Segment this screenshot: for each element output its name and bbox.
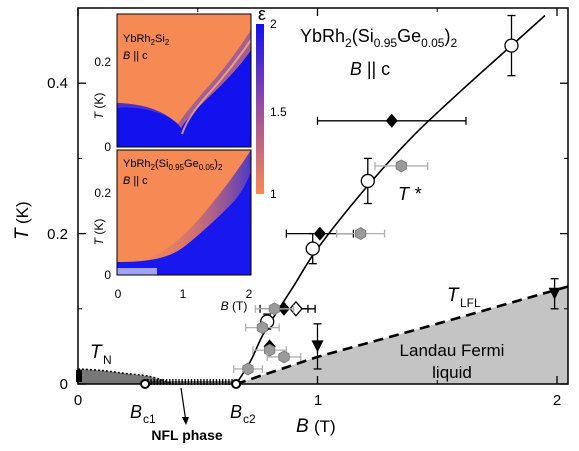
nfl-arrow [180, 387, 189, 425]
x-axis-label: B (T) [296, 416, 336, 437]
open-circles-point-2 [360, 173, 375, 189]
t-lfl-boundary-line [235, 285, 568, 384]
gray-hexagons-point-2 [263, 343, 276, 357]
bc2-label: B c2 [230, 402, 256, 426]
svg-text:B: B [130, 402, 142, 422]
x-tick-label-1: 1 [314, 392, 322, 409]
bc1-label: B c1 [130, 402, 156, 426]
svg-text:LFL: LFL [460, 296, 481, 310]
t-star-annotation: T * [398, 184, 422, 204]
t-star-crossover-line [235, 14, 546, 384]
antiferromagnetic-region [78, 369, 174, 384]
svg-text:c1: c1 [143, 412, 156, 426]
svg-text:0.2: 0.2 [94, 55, 111, 69]
inset-top: YbRh2Si2 B || c [116, 13, 252, 148]
svg-text:T (K): T (K) [92, 93, 106, 120]
t-n-annotation: T N [90, 342, 112, 367]
colorbar: ε 2 1.5 1 [256, 4, 287, 201]
svg-text:1.5: 1.5 [270, 105, 287, 119]
t-lfl-annotation: T LFL [447, 285, 481, 310]
lfl-label-line2: liquid [432, 363, 472, 382]
data-points [233, 14, 561, 376]
nfl-phase-label: NFL phase [151, 427, 223, 443]
critical-point-2 [231, 379, 242, 389]
open-circles-point-3 [504, 38, 519, 53]
filled-diamonds-point-0 [313, 226, 326, 241]
svg-text:2: 2 [246, 287, 253, 301]
filled-triangles-point-1 [548, 287, 561, 300]
svg-text:YbRh2(Si0.95Ge0.05)2: YbRh2(Si0.95Ge0.05)2 [123, 158, 223, 172]
y-tick-label-2: 0.4 [47, 75, 68, 92]
inset-bottom: YbRh2(Si0.95Ge0.05)2 B || c [116, 149, 252, 276]
filled-triangles-point-0 [311, 340, 324, 353]
svg-text:1: 1 [180, 287, 187, 301]
gray-hexagons-point-6 [395, 159, 407, 173]
axis-ticks [77, 8, 568, 385]
svg-text:ε: ε [258, 4, 266, 24]
svg-text:B || c: B || c [123, 175, 148, 187]
svg-text:B: B [296, 416, 309, 437]
svg-text:YbRh2Si2: YbRh2Si2 [123, 33, 170, 47]
neel-temperature-line [78, 368, 175, 384]
svg-text:0.2: 0.2 [94, 186, 111, 200]
svg-text:0: 0 [115, 287, 122, 301]
chart-title: YbRh2(Si0.95Ge0.05)2 [300, 26, 457, 50]
svg-text:B: B [230, 402, 242, 422]
svg-text:B (T): B (T) [221, 299, 248, 313]
svg-text:c2: c2 [243, 412, 256, 426]
svg-text:(K): (K) [13, 201, 32, 224]
svg-text:0: 0 [104, 140, 111, 154]
svg-text:YbRh2(Si0.95Ge0.05)2: YbRh2(Si0.95Ge0.05)2 [300, 26, 457, 50]
gray-hexagons-point-1 [268, 302, 281, 316]
x-tick-label-2: 2 [553, 392, 561, 409]
tn-origin-marker [76, 370, 82, 382]
gray-hexagons-point-3 [242, 362, 254, 376]
chart-subtitle: B || c [350, 59, 390, 79]
gray-hexagons-point-4 [278, 350, 290, 364]
lfl-label-line1: Landau Fermi [400, 341, 505, 360]
gray-hexagons-point-5 [354, 227, 367, 241]
y-tick-label-0: 0 [60, 376, 68, 393]
svg-text:0: 0 [104, 268, 111, 282]
svg-text:T: T [12, 227, 33, 240]
critical-point-1 [140, 379, 151, 389]
svg-text:T: T [90, 342, 103, 363]
svg-text:B || c: B || c [350, 59, 390, 79]
svg-text:N: N [103, 353, 112, 367]
svg-text:T *: T * [398, 184, 422, 204]
x-tick-label-0: 0 [74, 392, 82, 409]
plot-frame [77, 7, 569, 385]
gray-hexagons-point-0 [256, 321, 269, 335]
svg-text:(T): (T) [314, 417, 336, 436]
y-axis-label: T (K) [12, 201, 33, 240]
filled-diamonds-point-1 [385, 113, 398, 128]
inset-axes: 0.2 0 0.2 0 0 1 2 B (T) T (K) T (K) [92, 55, 253, 313]
nfl-phase-segment [145, 379, 237, 385]
svg-text:2: 2 [270, 17, 277, 31]
svg-text:T: T [447, 285, 460, 306]
landau-fermi-liquid-region [236, 286, 568, 384]
svg-text:B || c: B || c [123, 50, 148, 62]
svg-text:1: 1 [270, 187, 277, 201]
critical-field-markers [140, 379, 242, 389]
open-circles-point-1 [305, 241, 320, 256]
y-tick-label-1: 0.2 [47, 226, 68, 243]
svg-text:T (K): T (K) [92, 219, 106, 246]
